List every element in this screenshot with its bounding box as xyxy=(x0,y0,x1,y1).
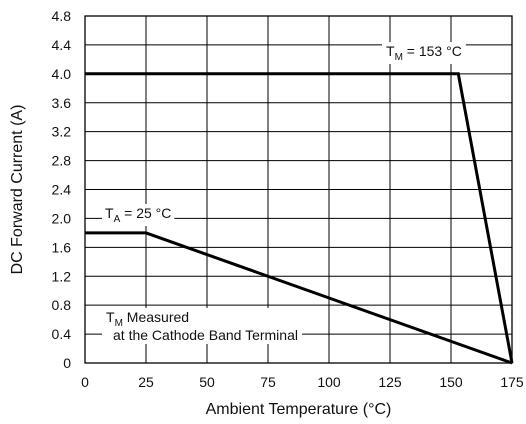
x-tick-label: 50 xyxy=(199,374,215,390)
y-tick-label: 3.2 xyxy=(52,124,72,140)
note-background xyxy=(102,308,302,344)
y-tick-label: 2.8 xyxy=(52,153,72,169)
ta-label-background xyxy=(102,204,175,226)
y-tick-label: 0.8 xyxy=(52,297,72,313)
tm-label-background xyxy=(382,42,466,64)
x-axis-title: Ambient Temperature (°C) xyxy=(206,401,392,418)
tm-derating-line xyxy=(85,72,514,364)
ta-label-subscript: A xyxy=(114,214,121,225)
x-tick-label: 150 xyxy=(439,374,463,390)
note-line-2: at the Cathode Band Terminal xyxy=(113,327,298,343)
x-tick-labels: 0 25 50 75 100 125 150 175 xyxy=(81,374,524,390)
tm-label-rest: = 153 °C xyxy=(403,43,462,59)
y-tick-label: 0.4 xyxy=(52,326,72,342)
x-tick-label: 75 xyxy=(260,374,276,390)
y-tick-label: 2.4 xyxy=(52,182,72,198)
ta-label: TA = 25 °C xyxy=(105,205,171,225)
y-tick-label: 1.6 xyxy=(52,239,72,255)
x-tick-label: 175 xyxy=(500,374,524,390)
y-tick-label: 2.0 xyxy=(52,210,72,226)
note-line-1-main: T xyxy=(106,309,115,325)
y-tick-label: 1.2 xyxy=(52,268,72,284)
y-tick-label: 4.8 xyxy=(52,8,72,24)
y-tick-label: 3.6 xyxy=(52,95,72,111)
ta-derating-line xyxy=(85,231,513,365)
tm-label-subscript: M xyxy=(395,52,403,63)
ta-label-rest: = 25 °C xyxy=(120,205,171,221)
y-axis-title: DC Forward Current (A) xyxy=(9,105,26,275)
series-lines xyxy=(85,72,514,365)
y-tick-label: 4.4 xyxy=(52,37,72,53)
x-tick-label: 25 xyxy=(138,374,154,390)
note-line-1-subscript: M xyxy=(115,318,123,329)
y-tick-label: 4.0 xyxy=(52,66,72,82)
tm-label-main: T xyxy=(386,43,395,59)
note-line-1-rest: Measured xyxy=(123,309,189,325)
y-tick-labels: 0 0.4 0.8 1.2 1.6 2.0 2.4 2.8 3.2 3.6 4.0 4.4 4.8 xyxy=(52,8,72,371)
y-tick-label: 0 xyxy=(63,355,71,371)
x-tick-label: 125 xyxy=(378,374,402,390)
note-line-1: TM Measured xyxy=(106,309,189,329)
plot-frame xyxy=(84,15,513,364)
tm-max-label: TM = 153 °C xyxy=(386,43,462,63)
ta-label-main: T xyxy=(105,205,114,221)
x-tick-label: 0 xyxy=(81,374,89,390)
x-tick-label: 100 xyxy=(317,374,341,390)
